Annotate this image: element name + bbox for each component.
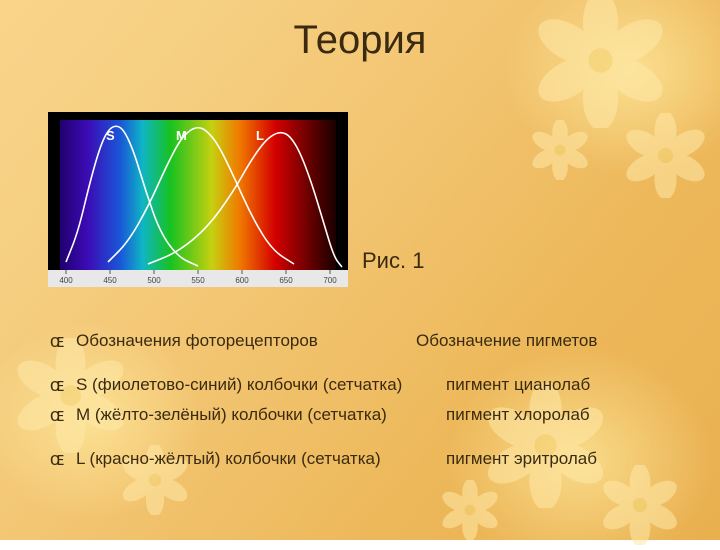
row-s-right: пигмент цианолаб <box>416 372 690 400</box>
row-l-right: пигмент эритролаб <box>416 446 690 474</box>
svg-text:450: 450 <box>103 276 117 285</box>
svg-text:600: 600 <box>235 276 249 285</box>
page-title: Теория <box>0 18 720 63</box>
row-m-right: пигмент хлоролаб <box>416 402 690 430</box>
svg-text:700: 700 <box>323 276 337 285</box>
bullet-icon: ɶ <box>50 402 76 430</box>
svg-text:M: M <box>176 128 187 143</box>
row-s-left: S (фиолетово-синий) колбочки (сетчатка) <box>76 372 416 400</box>
svg-text:550: 550 <box>191 276 205 285</box>
svg-text:400: 400 <box>59 276 73 285</box>
row-m: ɶ M (жёлто-зелёный) колбочки (сетчатка) … <box>50 402 690 430</box>
svg-text:S: S <box>106 128 115 143</box>
bullet-icon: ɶ <box>50 446 76 474</box>
bullet-icon: ɶ <box>50 328 76 356</box>
svg-text:L: L <box>256 128 264 143</box>
row-s: ɶ S (фиолетово-синий) колбочки (сетчатка… <box>50 372 690 400</box>
row-l: ɶ L (красно-жёлтый) колбочки (сетчатка) … <box>50 446 690 474</box>
bullet-icon: ɶ <box>50 372 76 400</box>
row-m-left: M (жёлто-зелёный) колбочки (сетчатка) <box>76 402 416 430</box>
figure-caption: Рис. 1 <box>362 248 424 274</box>
content-block: ɶ Обозначения фоторецепторов Обозначение… <box>50 328 690 476</box>
header-right: Обозначение пигметов <box>416 328 690 356</box>
svg-text:650: 650 <box>279 276 293 285</box>
header-row: ɶ Обозначения фоторецепторов Обозначение… <box>50 328 690 356</box>
svg-text:500: 500 <box>147 276 161 285</box>
row-l-left: L (красно-жёлтый) колбочки (сетчатка) <box>76 446 416 474</box>
header-left: Обозначения фоторецепторов <box>76 328 416 356</box>
spectrum-chart: S M L 400 450 500 550 600 650 700 <box>48 112 348 287</box>
